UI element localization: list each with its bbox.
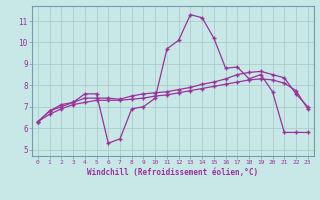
X-axis label: Windchill (Refroidissement éolien,°C): Windchill (Refroidissement éolien,°C) <box>87 168 258 177</box>
